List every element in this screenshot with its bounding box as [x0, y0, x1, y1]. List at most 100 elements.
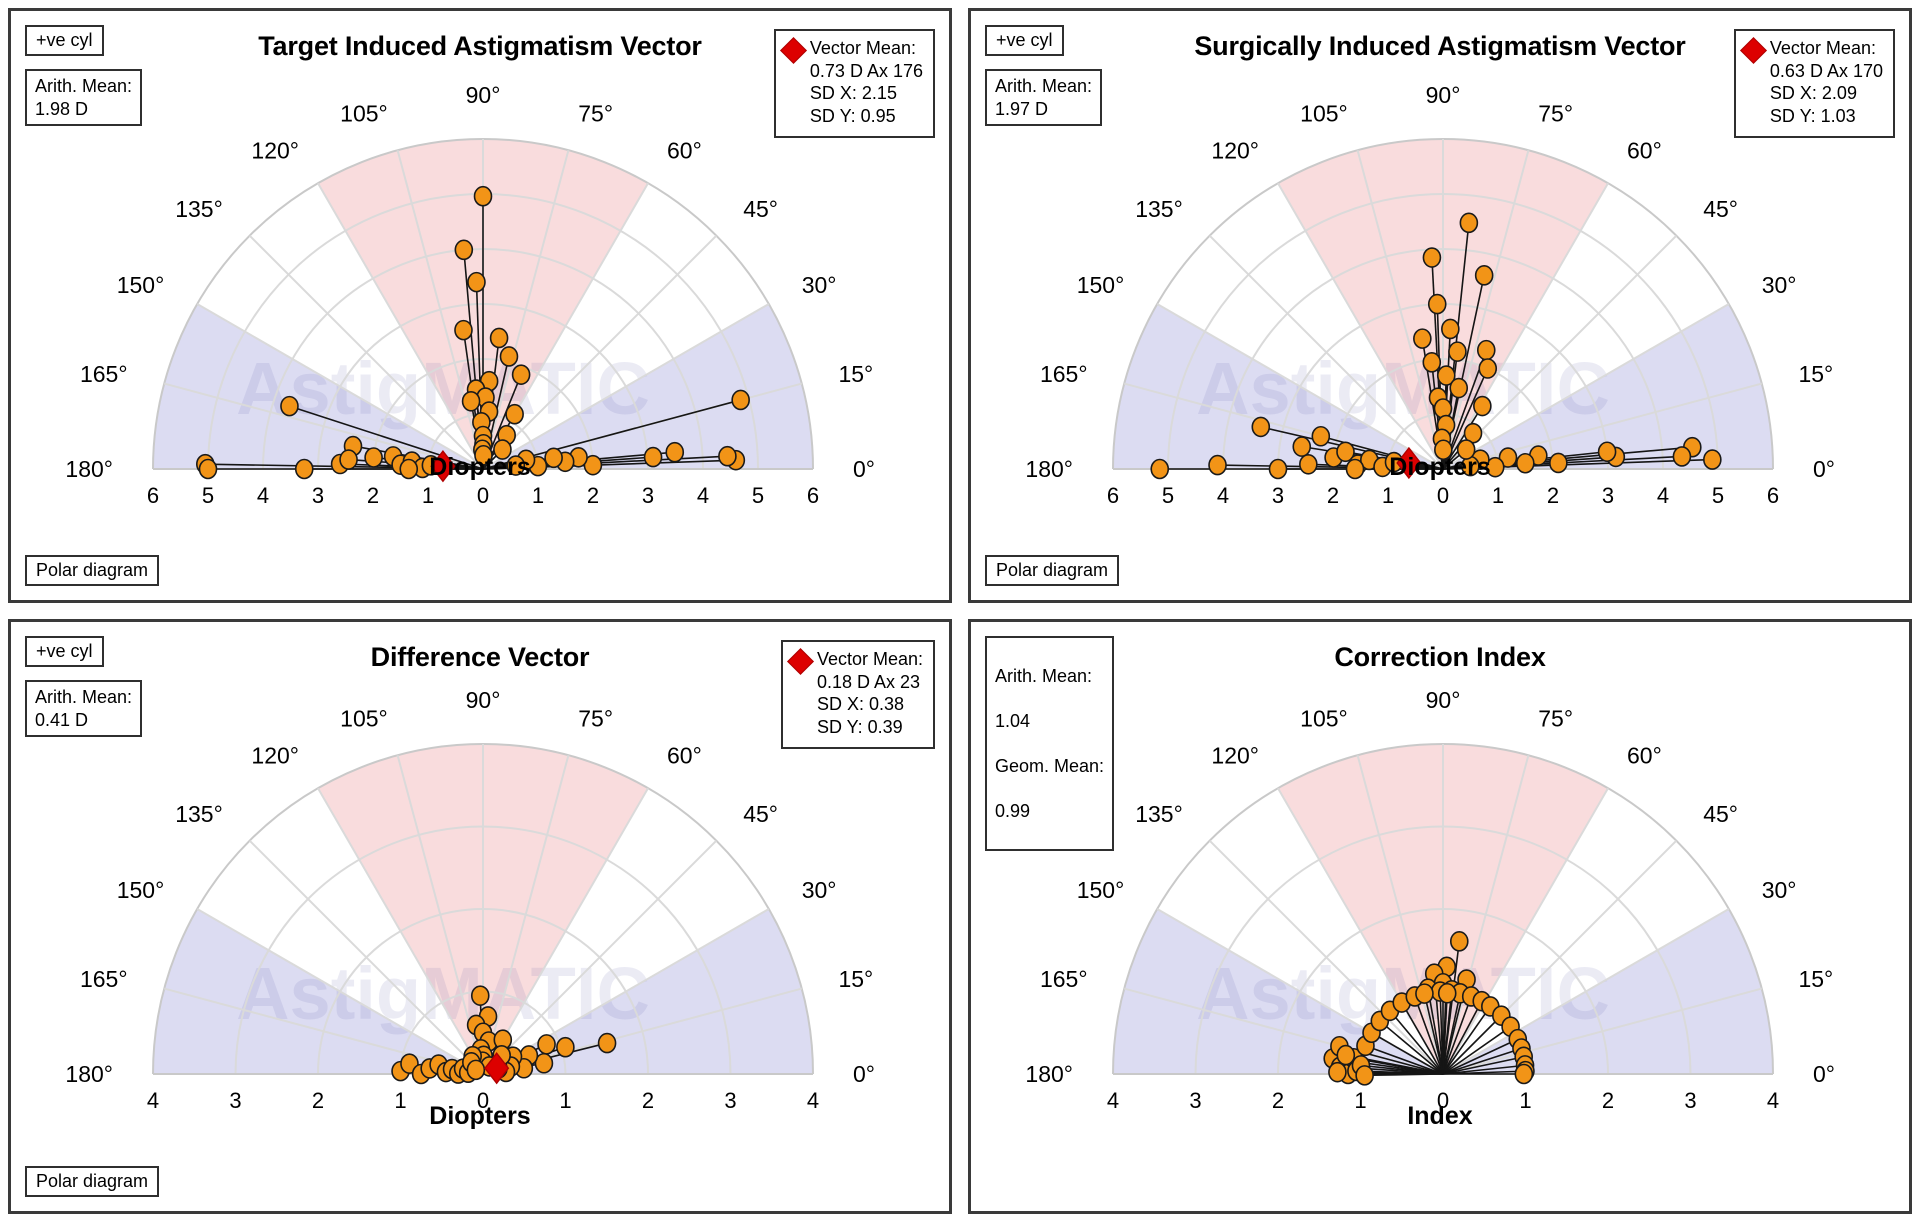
angle-tick-165: 165°: [80, 361, 128, 387]
stem: [1442, 1047, 1522, 1075]
r-tick-1-4: 4: [1657, 483, 1669, 508]
legend-sdy-1: SD Y: 1.03: [1769, 106, 1856, 127]
angle-tick-60: 60°: [1627, 742, 1662, 768]
legend-box-1: Vector Mean: 0.63 D Ax 170 SD X: 2.09 SD…: [1733, 29, 1895, 138]
angle-tick-180: 180°: [65, 1061, 113, 1087]
wedge-against-the-rule-left: [1113, 909, 1443, 1074]
cyl-tag-label-0: +ve cyl: [36, 30, 93, 50]
arith-mean-value-1: 1.97 D: [995, 98, 1049, 119]
polar-diagram-tag-2[interactable]: Polar diagram: [25, 1166, 160, 1197]
legend-mean-2: 0.18 D Ax 23: [816, 671, 921, 692]
data-series: [1323, 931, 1535, 1086]
angle-tick-90: 90°: [1426, 687, 1461, 713]
r-tick--1-3: 3: [1189, 1088, 1201, 1113]
watermark: AstigMATIC: [1196, 347, 1610, 430]
data-point: [1474, 265, 1494, 286]
cyl-tag-1[interactable]: +ve cyl: [985, 25, 1064, 56]
angle-tick-150: 150°: [1077, 272, 1125, 298]
data-point: [467, 271, 486, 293]
data-point: [1336, 441, 1355, 463]
r-tick-1-3: 3: [642, 483, 654, 508]
data-point: [1437, 982, 1457, 1004]
angle-tick-120: 120°: [1211, 137, 1259, 163]
r-tick--1-1: 1: [1382, 483, 1394, 508]
data-point: [489, 327, 509, 349]
data-point: [364, 447, 383, 468]
data-point: [506, 455, 526, 476]
angle-tick-105: 105°: [1300, 101, 1348, 127]
angle-tick-75: 75°: [1538, 101, 1573, 127]
angle-tick-150: 150°: [1077, 877, 1125, 903]
stem: [1442, 993, 1461, 1075]
data-point: [1436, 365, 1456, 386]
r-tick-1-2: 2: [587, 483, 599, 508]
data-point: [544, 447, 563, 469]
stem: [1442, 993, 1449, 1075]
angle-tick-165: 165°: [1040, 966, 1088, 992]
angle-tick-105: 105°: [1300, 706, 1348, 732]
watermark: AstigMATIC: [236, 347, 650, 430]
data-point: [1328, 1061, 1347, 1083]
watermark: AstigMATIC: [236, 952, 650, 1035]
cyl-tag-0[interactable]: +ve cyl: [25, 25, 104, 56]
stem: [1442, 1064, 1526, 1075]
polar-plot-3: AstigMATIC0°15°30°45°60°75°90°105°120°13…: [1025, 687, 1843, 1204]
angle-tick-45: 45°: [1703, 196, 1738, 222]
panel-surgically-induced-astigmatism-vector: +ve cyl Arith. Mean: 1.97 D Surgically In…: [968, 8, 1912, 603]
data-point: [1422, 352, 1442, 373]
legend-title-0: Vector Mean:: [809, 38, 916, 58]
r-tick-1-1: 1: [1492, 483, 1504, 508]
data-point: [470, 985, 490, 1006]
r-tick-1-6: 6: [1767, 483, 1779, 508]
r-tick-1-4: 4: [807, 1088, 819, 1113]
cyl-tag-label-2: +ve cyl: [36, 641, 93, 661]
angle-tick-60: 60°: [1627, 137, 1662, 163]
data-point: [556, 1036, 575, 1058]
polar-plot-1: AstigMATIC 0° 15° 30° 45° 60° 75° 90° 105° 120° 13…: [1025, 82, 1843, 599]
data-series: [195, 185, 750, 480]
data-point: [511, 364, 531, 385]
r-tick-1-1: 1: [532, 483, 544, 508]
arith-mean-label-1: Arith. Mean:: [995, 76, 1093, 96]
angle-tick-0: 0°: [1813, 456, 1835, 482]
data-point: [1459, 212, 1479, 234]
angle-tick-120: 120°: [251, 742, 299, 768]
stem: [1442, 996, 1472, 1075]
r-tick-1-0: 0: [1437, 1088, 1449, 1113]
polar-diagram-tag-1[interactable]: Polar diagram: [985, 555, 1120, 586]
mean-box-3: Arith. Mean: 1.04 Geom. Mean: 0.99: [985, 636, 1115, 851]
data-point: [1311, 425, 1331, 447]
axis-label-3: Index: [1407, 1102, 1473, 1130]
r-tick-1-3: 3: [724, 1088, 736, 1113]
angle-tick-90: 90°: [466, 82, 501, 108]
axis-label-1: Diopters: [1389, 453, 1491, 481]
angle-tick-75: 75°: [1538, 706, 1573, 732]
data-point: [665, 441, 685, 463]
r-tick--1-5: 5: [202, 483, 214, 508]
legend-sdx-1: SD X: 2.09: [1769, 83, 1857, 104]
r-tick--1-2: 2: [312, 1088, 324, 1113]
vector-mean-marker: [430, 450, 456, 483]
angle-tick-45: 45°: [743, 801, 778, 827]
stem: [1439, 991, 1444, 1075]
cyl-tag-2[interactable]: +ve cyl: [25, 636, 104, 667]
data-point: [731, 389, 750, 411]
stem: [1442, 1026, 1512, 1075]
angle-tick-135: 135°: [1135, 801, 1183, 827]
angle-tick-135: 135°: [175, 196, 223, 222]
r-tick-1-1: 1: [559, 1088, 571, 1113]
polar-diagram-tag-0[interactable]: Polar diagram: [25, 555, 160, 586]
data-point: [1150, 458, 1170, 480]
arith-mean-box-0: Arith. Mean: 1.98 D: [25, 69, 143, 126]
angle-tick-60: 60°: [667, 137, 702, 163]
arith-mean-value-3: 1.04: [995, 710, 1031, 731]
stem: [1365, 1045, 1444, 1075]
data-point: [1427, 293, 1447, 315]
angle-tick-15: 15°: [838, 966, 873, 992]
vector-mean-marker: [1396, 446, 1422, 480]
r-tick--1-4: 4: [1217, 483, 1229, 508]
data-point: [718, 445, 737, 467]
data-point: [1672, 446, 1692, 467]
legend-sdx-2: SD X: 0.38: [816, 694, 904, 715]
data-point: [1251, 416, 1271, 438]
